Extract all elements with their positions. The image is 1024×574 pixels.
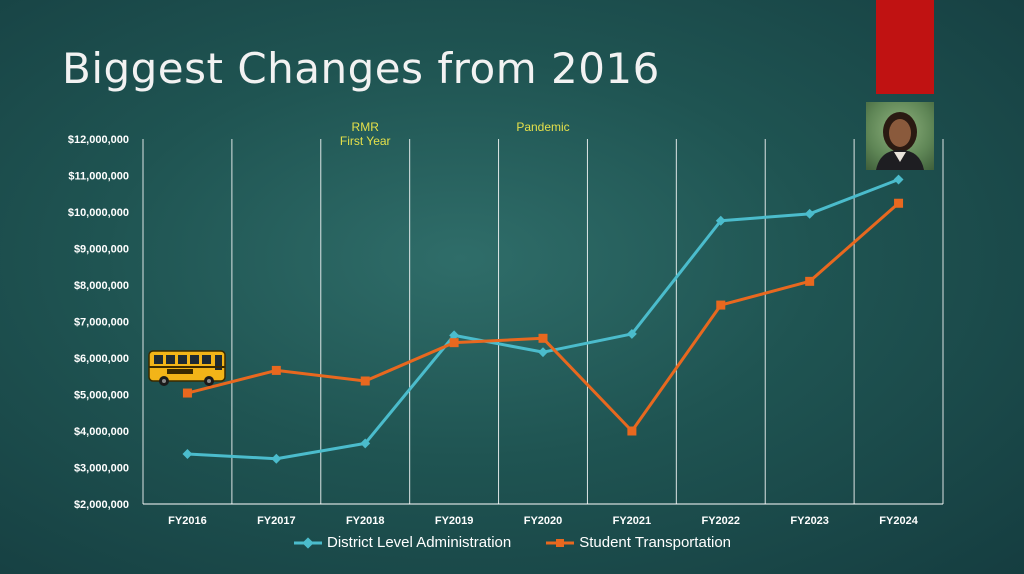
x-tick-label: FY2021	[613, 515, 652, 527]
x-tick-label: FY2017	[257, 515, 296, 527]
headshot-photo	[866, 102, 934, 170]
y-tick-label: $5,000,000	[74, 390, 129, 402]
data-point-admin	[182, 449, 193, 459]
chart-annotation: Pandemic	[516, 120, 569, 134]
bus-window	[154, 355, 163, 364]
bus-window	[178, 355, 187, 364]
data-point-transport	[538, 333, 548, 343]
data-point-admin	[804, 208, 815, 219]
data-point-transport	[449, 338, 459, 348]
diamond-line-legend-icon	[294, 536, 322, 549]
bus-hubcap	[162, 379, 166, 383]
legend-item-admin: District Level Administration	[293, 534, 511, 551]
bus-hubcap	[207, 379, 211, 383]
x-tick-label: FY2022	[702, 515, 741, 527]
y-tick-label: $9,000,000	[74, 244, 129, 256]
y-tick-label: $4,000,000	[74, 426, 129, 438]
data-point-admin	[893, 174, 904, 185]
y-tick-label: $3,000,000	[74, 463, 129, 475]
square-line-legend-icon	[546, 538, 575, 547]
data-point-admin	[360, 438, 371, 449]
y-tick-label: $2,000,000	[74, 499, 129, 511]
data-point-transport	[182, 388, 192, 398]
bus-window	[190, 355, 199, 364]
data-point-admin	[271, 453, 282, 464]
data-point-transport	[716, 300, 726, 310]
data-point-transport	[360, 376, 370, 386]
chart-annotation: First Year	[340, 134, 391, 148]
y-tick-label: $10,000,000	[68, 207, 129, 219]
data-point-transport	[894, 198, 904, 208]
data-point-transport	[805, 276, 815, 286]
slide-title: Biggest Changes from 2016	[62, 44, 660, 93]
y-tick-label: $6,000,000	[74, 353, 129, 365]
data-point-transport	[627, 426, 637, 436]
bus-window	[202, 355, 211, 364]
data-point-transport	[271, 365, 281, 375]
bus-window	[166, 355, 175, 364]
bus-door	[215, 355, 222, 370]
data-point-admin	[715, 215, 726, 226]
legend-label-transport: Student Transportation	[579, 534, 731, 551]
series-line-transport	[187, 202, 900, 433]
chart-annotation: RMR	[352, 120, 380, 134]
bus-stripe	[149, 366, 225, 368]
y-tick-label: $7,000,000	[74, 317, 129, 329]
red-accent-bar	[876, 0, 934, 94]
y-tick-label: $12,000,000	[68, 134, 129, 146]
series-line-admin	[187, 178, 900, 461]
legend-label-admin: District Level Administration	[327, 534, 512, 551]
legend-item-transport: Student Transportation	[545, 534, 731, 551]
x-tick-label: FY2020	[524, 515, 563, 527]
bus-sign	[167, 369, 193, 374]
x-tick-label: FY2024	[879, 515, 918, 527]
data-point-admin	[449, 330, 460, 341]
chart-legend: District Level Administration Student Tr…	[0, 534, 1024, 551]
x-tick-label: FY2018	[346, 515, 385, 527]
x-tick-label: FY2023	[790, 515, 829, 527]
x-tick-label: FY2016	[168, 515, 207, 527]
y-tick-label: $11,000,000	[68, 171, 129, 183]
data-point-admin	[538, 347, 548, 358]
data-point-admin	[626, 328, 637, 339]
x-tick-label: FY2019	[435, 515, 474, 527]
school-bus-icon	[148, 350, 226, 386]
y-tick-label: $8,000,000	[74, 280, 129, 292]
